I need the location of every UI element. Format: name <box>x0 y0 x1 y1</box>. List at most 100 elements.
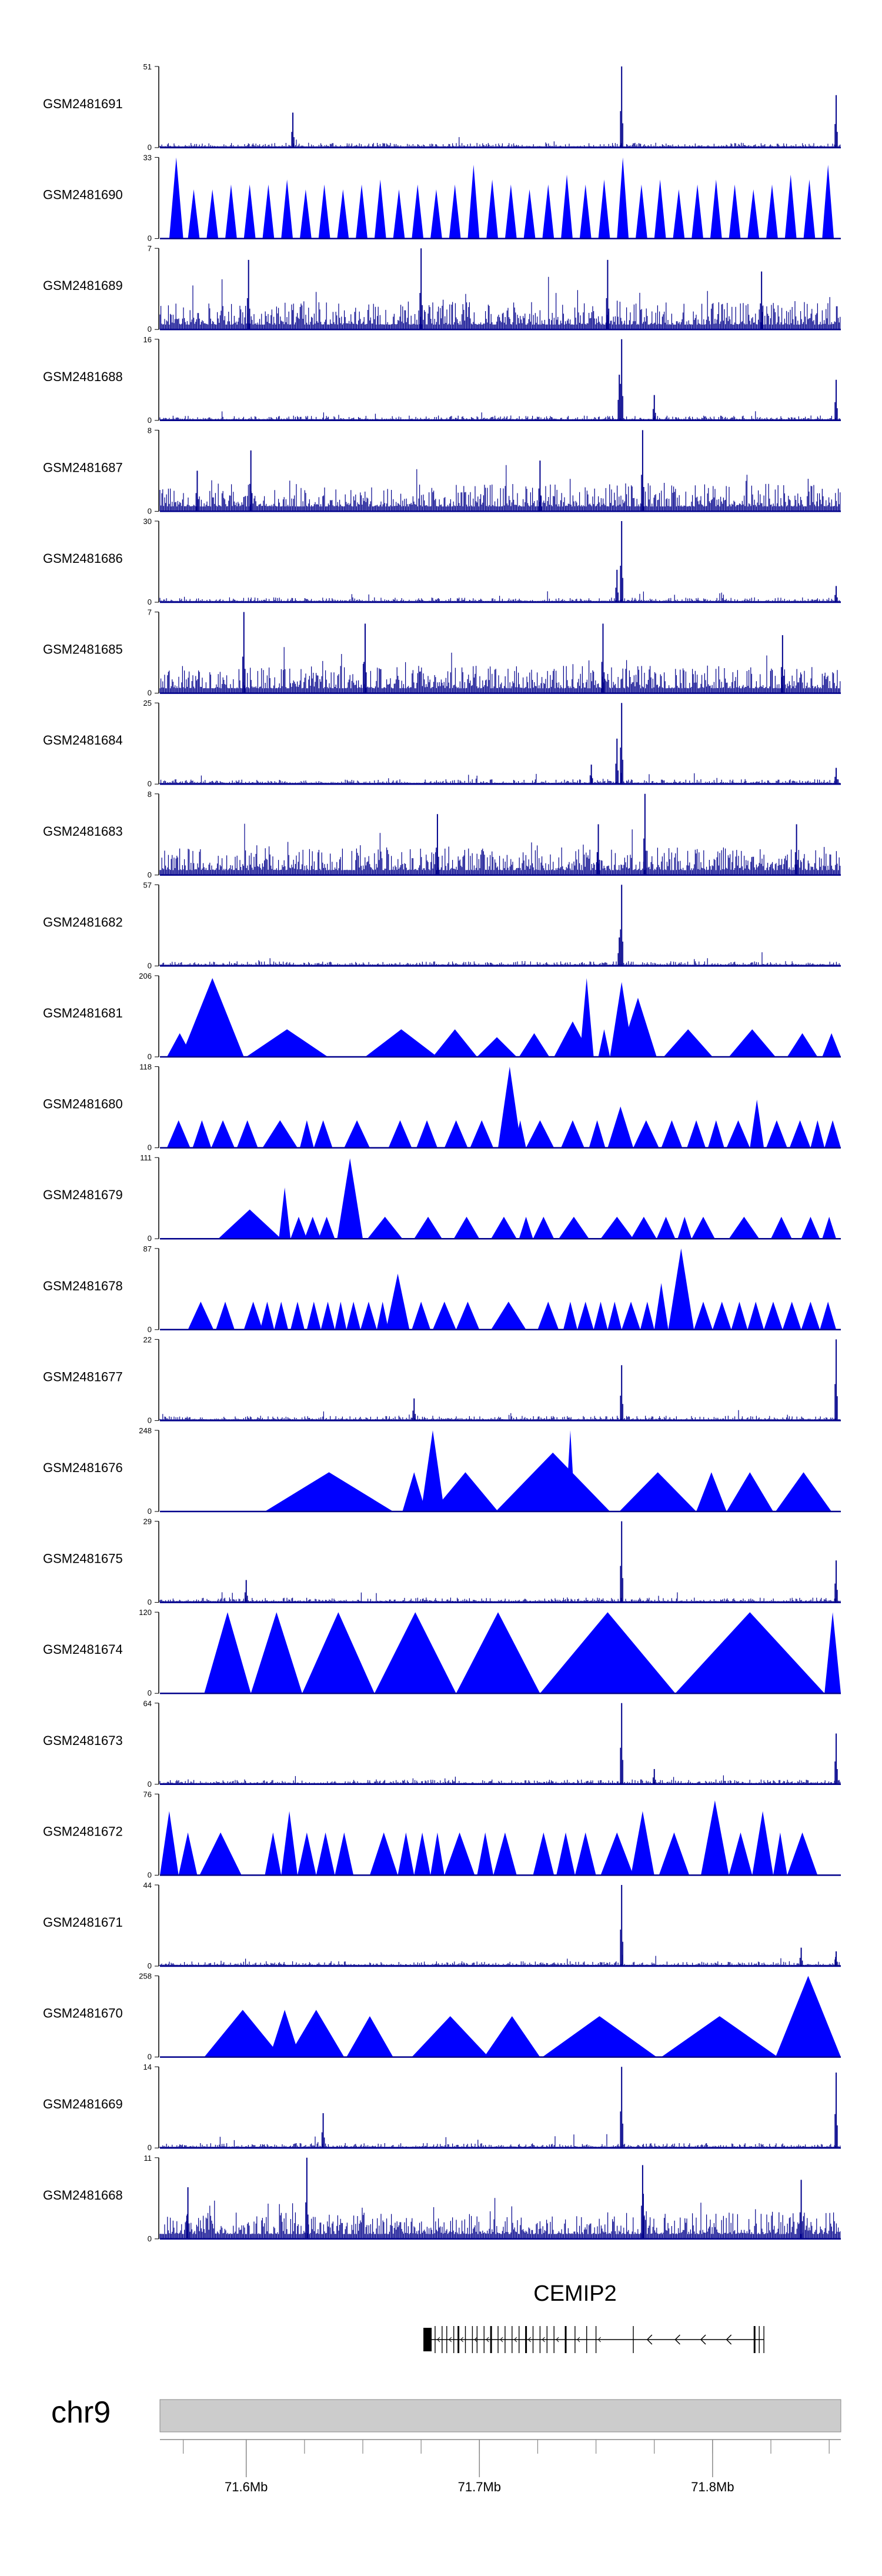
track-label: GSM2481675 <box>43 1551 123 1566</box>
signal-coverage <box>159 1775 841 1784</box>
signal-peak <box>192 1120 212 1148</box>
signal-peak <box>456 1302 480 1330</box>
y-max-label: 16 <box>143 335 152 344</box>
signal-peak <box>421 1430 445 1511</box>
signal-coverage <box>159 647 841 693</box>
signal-peak <box>766 184 778 239</box>
track-GSM2481687: GSM2481687 8 0 <box>43 426 841 515</box>
strand-arrow <box>700 2334 706 2345</box>
signal-peak <box>491 1302 526 1330</box>
y-max-label: 87 <box>143 1244 152 1253</box>
signal-peak <box>365 1029 437 1057</box>
signal-peak <box>631 1811 654 1876</box>
y-min-label: 0 <box>148 779 152 788</box>
track-label: GSM2481678 <box>43 1279 123 1293</box>
signal-peak <box>607 1302 622 1330</box>
signal-peak <box>360 1302 377 1330</box>
y-min-label: 0 <box>148 870 152 879</box>
track-label: GSM2481691 <box>43 96 123 111</box>
signal-peak <box>729 184 741 239</box>
signal-peak <box>318 184 330 239</box>
signal-peak <box>225 184 237 239</box>
y-min-label: 0 <box>148 1507 152 1516</box>
signal-peak <box>211 1120 235 1148</box>
signal-coverage <box>159 465 841 512</box>
signal-peak <box>747 1302 764 1330</box>
strand-arrow <box>646 2334 653 2345</box>
signal-peak <box>559 1216 589 1239</box>
chromosome-band <box>159 2399 841 2432</box>
y-max-label: 206 <box>139 972 152 980</box>
strand-arrow <box>500 2337 503 2343</box>
signal-peak <box>505 184 517 239</box>
signal-peak <box>265 1832 282 1876</box>
signal-peak <box>771 1216 792 1239</box>
track-GSM2481685: GSM2481685 7 0 <box>43 608 841 698</box>
signal-peak <box>430 189 442 239</box>
chromosome-label: chr9 <box>51 2395 111 2430</box>
signal-peak <box>335 1302 347 1330</box>
signal-peak <box>747 189 760 239</box>
signal-peak <box>493 1832 517 1876</box>
strand-arrow <box>460 2337 463 2343</box>
signal-peak <box>274 1302 289 1330</box>
signal-peak <box>589 1120 606 1148</box>
signal-peak <box>675 1612 825 1694</box>
y-min-label: 0 <box>148 1961 152 1970</box>
signal-peak <box>561 174 573 239</box>
y-max-label: 258 <box>139 1972 152 1981</box>
signal-peak <box>654 179 666 239</box>
track-label: GSM2481669 <box>43 2097 123 2111</box>
signal-peak <box>269 2010 300 2057</box>
signal-peak <box>803 179 816 239</box>
signal-peak <box>619 1472 697 1511</box>
y-max-label: 51 <box>143 62 152 71</box>
signal-peak <box>470 1120 494 1148</box>
signal-peak <box>773 1832 787 1876</box>
signal-peak <box>467 165 480 239</box>
signal-peak <box>288 2010 345 2057</box>
strand-arrow <box>674 2334 680 2345</box>
signal-peak <box>498 1066 522 1148</box>
signal-peak <box>633 1120 659 1148</box>
track-GSM2481672: GSM2481672 76 0 <box>43 1790 841 1879</box>
track-label: GSM2481670 <box>43 2006 123 2021</box>
signal-peak <box>320 1302 335 1330</box>
signal-peak <box>533 1832 554 1876</box>
signal-peak <box>691 184 704 239</box>
y-min-label: 0 <box>148 325 152 333</box>
y-min-label: 0 <box>148 1598 152 1607</box>
signal-peak <box>694 1302 713 1330</box>
signal-peak <box>444 1832 475 1876</box>
signal-peak <box>290 1216 307 1239</box>
signal-peak <box>376 1302 389 1330</box>
signal-coverage <box>159 773 841 785</box>
track-GSM2481678: GSM2481678 87 0 <box>43 1244 841 1334</box>
signal-peak <box>659 1832 690 1876</box>
signal-peak <box>344 1120 370 1148</box>
signal-peak <box>302 1612 375 1694</box>
signal-peak <box>789 1120 811 1148</box>
signal-peak <box>673 189 685 239</box>
strand-arrow <box>597 2337 601 2343</box>
y-max-label: 118 <box>139 1063 152 1072</box>
signal-peak <box>306 1302 321 1330</box>
y-min-label: 0 <box>148 506 152 515</box>
track-GSM2481691: GSM2481691 51 0 <box>43 62 841 152</box>
signal-peak <box>712 1302 731 1330</box>
signal-peak <box>496 1452 610 1511</box>
y-max-label: 7 <box>148 244 152 253</box>
signal-peak <box>169 157 183 239</box>
signal-peak <box>622 1302 640 1330</box>
signal-peak <box>822 165 834 239</box>
signal-peak <box>710 179 722 239</box>
signal-peak <box>519 1216 533 1239</box>
signal-coverage <box>159 2194 841 2239</box>
signal-peak <box>661 2016 778 2057</box>
signal-peak <box>696 1472 727 1511</box>
y-max-label: 29 <box>143 1517 152 1526</box>
track-GSM2481690: GSM2481690 33 0 <box>43 154 841 243</box>
track-label: GSM2481685 <box>43 642 123 657</box>
signal-coverage <box>159 1592 841 1603</box>
